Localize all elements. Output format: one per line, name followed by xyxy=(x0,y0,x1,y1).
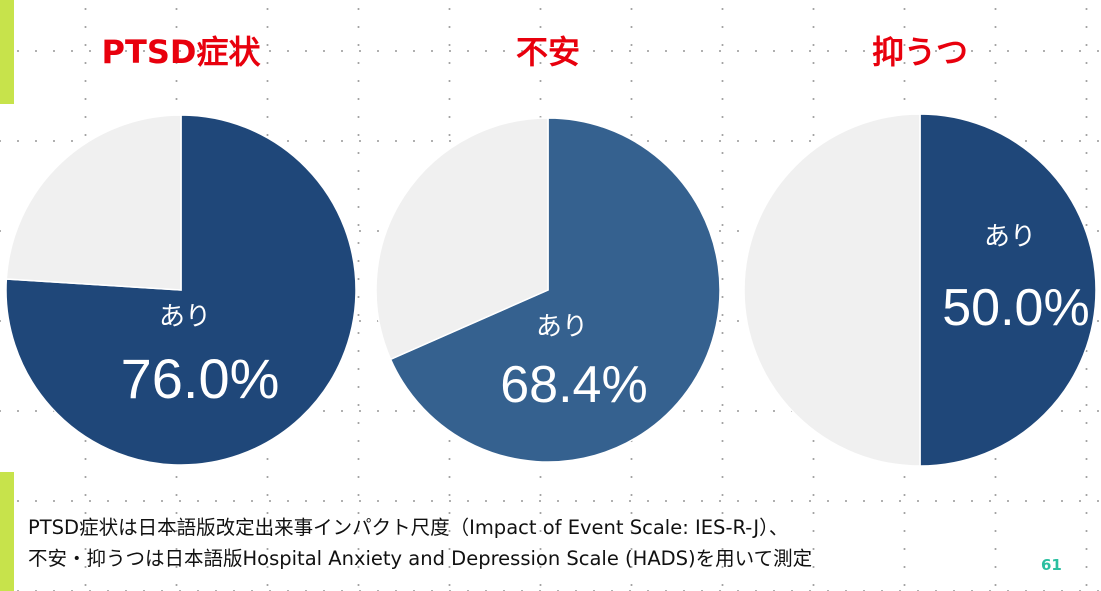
pie-slice-yes xyxy=(389,117,721,463)
slice-label: あり xyxy=(536,312,588,342)
chart-title: PTSD症状 xyxy=(102,33,262,71)
accent-bar-top xyxy=(0,0,14,104)
pie-slice-yes xyxy=(919,113,1097,467)
footer-line-1: PTSD症状は日本語版改定出来事インパクト尺度（Impact of Event … xyxy=(28,516,789,539)
pie-slice-no xyxy=(375,117,549,361)
accent-bar-bottom xyxy=(0,472,14,591)
pie-slice-no xyxy=(743,113,921,467)
slice-label: あり xyxy=(984,222,1036,252)
slice-label: あり xyxy=(159,302,211,332)
slice-value-label: 68.4% xyxy=(500,356,647,414)
chart-title: 不安 xyxy=(516,33,580,71)
page-number: 61 xyxy=(1041,556,1062,574)
slice-value-label: 50.0% xyxy=(942,279,1089,337)
pie-slice-no xyxy=(5,114,182,291)
slice-value-label: 76.0% xyxy=(121,347,280,410)
footer-line-2: 不安・抑うつは日本語版Hospital Anxiety and Depressi… xyxy=(28,547,813,570)
chart-title: 抑うつ xyxy=(872,33,968,71)
footer-note: PTSD症状は日本語版改定出来事インパクト尺度（Impact of Event … xyxy=(28,512,1068,574)
